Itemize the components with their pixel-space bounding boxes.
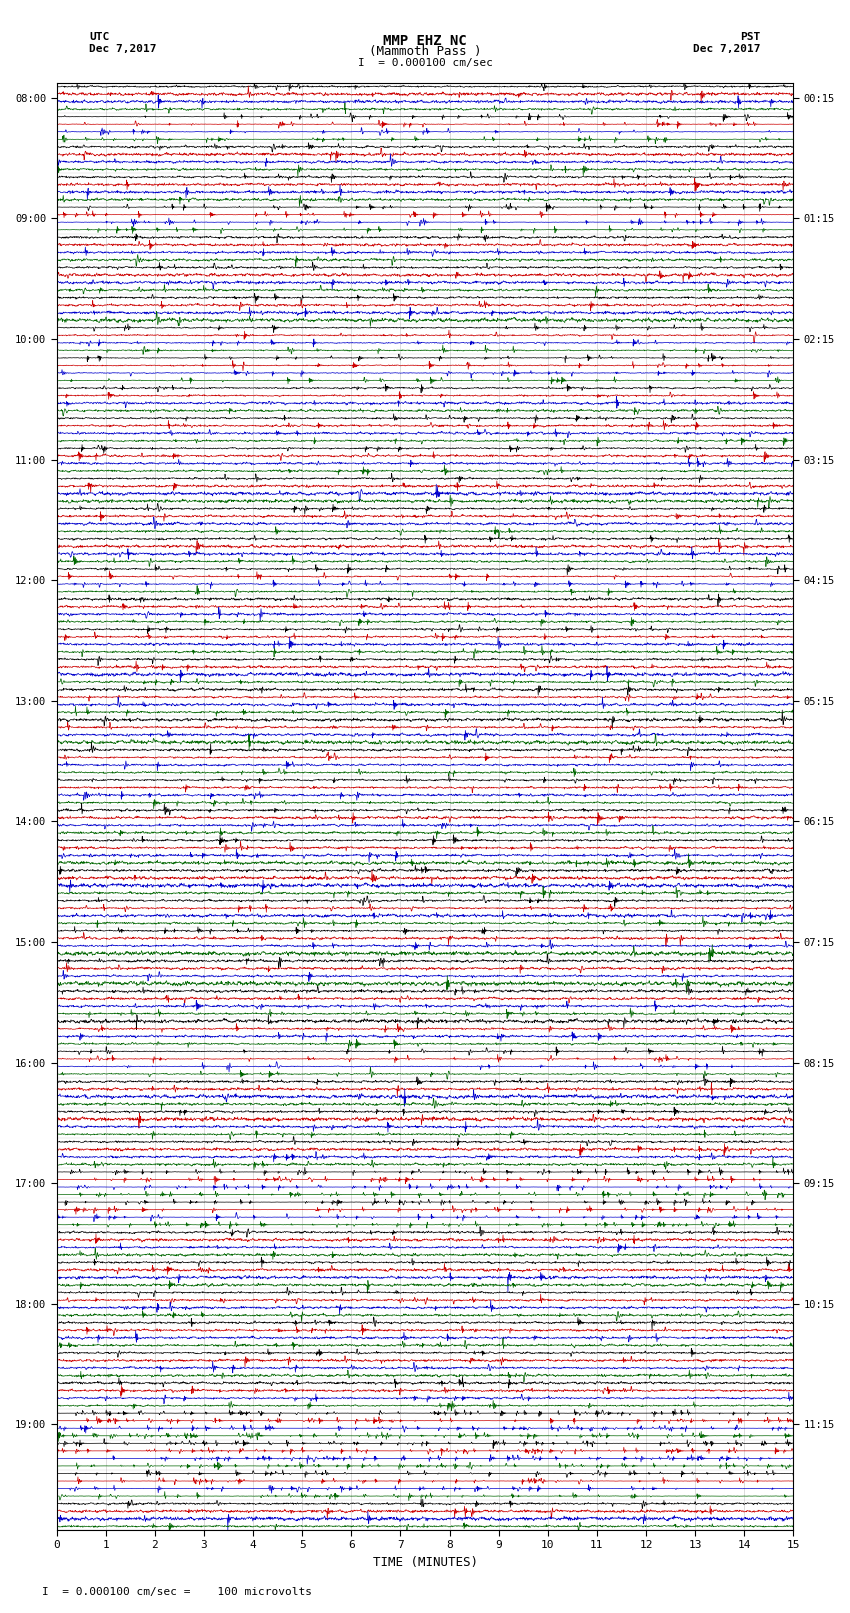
Text: I  = 0.000100 cm/sec: I = 0.000100 cm/sec [358, 58, 492, 68]
Text: Dec 7,2017: Dec 7,2017 [89, 44, 156, 53]
Text: MMP EHZ NC: MMP EHZ NC [383, 34, 467, 48]
Text: UTC: UTC [89, 32, 110, 42]
X-axis label: TIME (MINUTES): TIME (MINUTES) [372, 1557, 478, 1569]
Text: I  = 0.000100 cm/sec =    100 microvolts: I = 0.000100 cm/sec = 100 microvolts [42, 1587, 313, 1597]
Text: PST: PST [740, 32, 761, 42]
Text: (Mammoth Pass ): (Mammoth Pass ) [369, 45, 481, 58]
Text: Dec 7,2017: Dec 7,2017 [694, 44, 761, 53]
